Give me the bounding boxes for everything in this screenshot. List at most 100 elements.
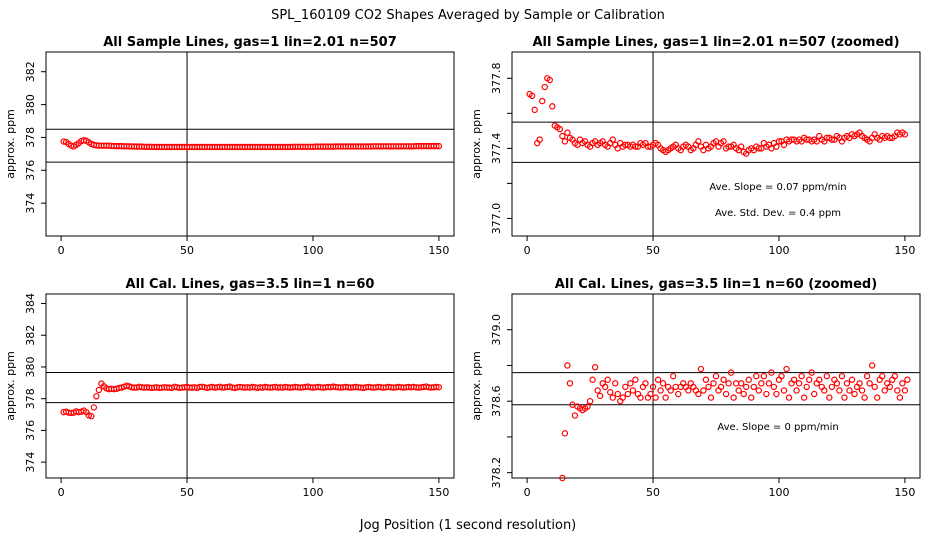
data-point <box>556 125 564 133</box>
data-point <box>659 380 667 387</box>
data-point <box>770 383 778 391</box>
data-point <box>571 412 579 419</box>
plot-frame <box>45 293 455 479</box>
data-point <box>90 404 98 411</box>
annotation: Ave. Slope = 0 ppm/min <box>717 422 838 433</box>
data-point <box>868 362 876 369</box>
data-point <box>896 394 904 401</box>
page-xlabel: Jog Position (1 second resolution) <box>359 518 577 533</box>
data-point <box>667 387 674 394</box>
data-point <box>662 394 669 401</box>
data-point <box>790 376 798 383</box>
data-point <box>697 365 705 373</box>
y-axis-label: approx. ppm <box>4 351 17 421</box>
data-point <box>722 390 730 398</box>
data-point <box>539 97 546 105</box>
data-point <box>549 103 556 110</box>
x-tick-label: 100 <box>768 486 789 499</box>
data-point <box>710 380 717 387</box>
data-point <box>760 372 768 380</box>
data-point <box>851 390 858 398</box>
data-point <box>88 412 95 420</box>
x-tick-label: 100 <box>302 486 323 499</box>
data-point <box>622 383 629 391</box>
data-point <box>559 132 566 140</box>
y-axis-label: approx. ppm <box>4 109 17 179</box>
data-point <box>528 92 536 100</box>
y-tick-label: 378.6 <box>490 385 503 417</box>
plot-frame <box>511 51 921 237</box>
data-point <box>675 390 682 398</box>
data-point <box>591 364 599 371</box>
data-point <box>584 403 591 410</box>
data-point <box>773 390 780 398</box>
data-point <box>833 380 841 387</box>
data-point <box>669 372 677 380</box>
y-tick-label: 378 <box>24 388 37 409</box>
data-point <box>753 372 760 380</box>
data-point <box>858 387 866 394</box>
data-point <box>735 387 742 394</box>
data-point <box>685 387 692 394</box>
data-point <box>627 380 634 387</box>
data-point <box>775 138 783 145</box>
x-tick-label: 150 <box>894 244 915 257</box>
y-tick-label: 379.0 <box>490 314 503 346</box>
data-point <box>836 387 843 394</box>
data-point <box>725 380 732 387</box>
data-point <box>589 376 596 383</box>
data-point <box>536 136 543 143</box>
data-point <box>712 372 720 380</box>
data-point <box>755 387 763 394</box>
data-point <box>881 387 888 394</box>
y-axis-label: approx. ppm <box>470 351 483 421</box>
y-axis-label: approx. ppm <box>470 109 483 179</box>
y-tick-label: 377.4 <box>490 133 503 165</box>
data-point <box>546 76 553 84</box>
data-point <box>899 380 906 387</box>
data-point <box>848 376 856 383</box>
data-point <box>433 142 440 150</box>
data-point <box>594 387 601 394</box>
data-point <box>632 143 639 150</box>
data-point <box>768 369 775 376</box>
data-point <box>856 380 863 387</box>
chart-panel-2: All Sample Lines, gas=1 lin=2.01 n=507 (… <box>470 35 921 257</box>
data-point <box>891 372 899 380</box>
plot-frame <box>45 51 455 237</box>
data-point <box>93 393 100 400</box>
data-point <box>805 376 813 383</box>
data-point <box>561 430 569 437</box>
x-tick-label: 150 <box>428 486 449 499</box>
data-point <box>637 394 644 401</box>
x-tick-label: 50 <box>646 244 660 257</box>
data-point <box>720 138 727 145</box>
data-point <box>642 380 649 387</box>
data-point <box>609 394 616 401</box>
data-point <box>803 383 810 391</box>
data-point <box>765 380 773 387</box>
data-point <box>707 394 715 401</box>
data-point <box>564 362 571 369</box>
data-point <box>901 387 909 394</box>
data-point <box>702 376 710 383</box>
data-point <box>886 383 893 391</box>
data-point <box>901 131 909 138</box>
data-point <box>717 383 725 391</box>
page-title: SPL_160109 CO2 Shapes Averaged by Sample… <box>271 8 665 23</box>
data-point <box>629 387 637 394</box>
data-point <box>795 380 803 387</box>
y-tick-label: 378.2 <box>490 457 503 489</box>
data-point <box>750 383 757 391</box>
x-tick-label: 0 <box>58 244 65 257</box>
chart-panel-1: All Sample Lines, gas=1 lin=2.01 n=507 ap… <box>4 35 455 257</box>
data-point <box>816 376 823 383</box>
data-point <box>564 129 571 136</box>
data-point <box>601 383 609 391</box>
y-tick-label: 376 <box>24 420 37 441</box>
data-point <box>861 394 868 401</box>
data-point <box>866 380 873 387</box>
x-tick-label: 150 <box>428 244 449 257</box>
chart-panel-4: All Cal. Lines, gas=3.5 lin=1 n=60 (zoom… <box>470 277 921 499</box>
